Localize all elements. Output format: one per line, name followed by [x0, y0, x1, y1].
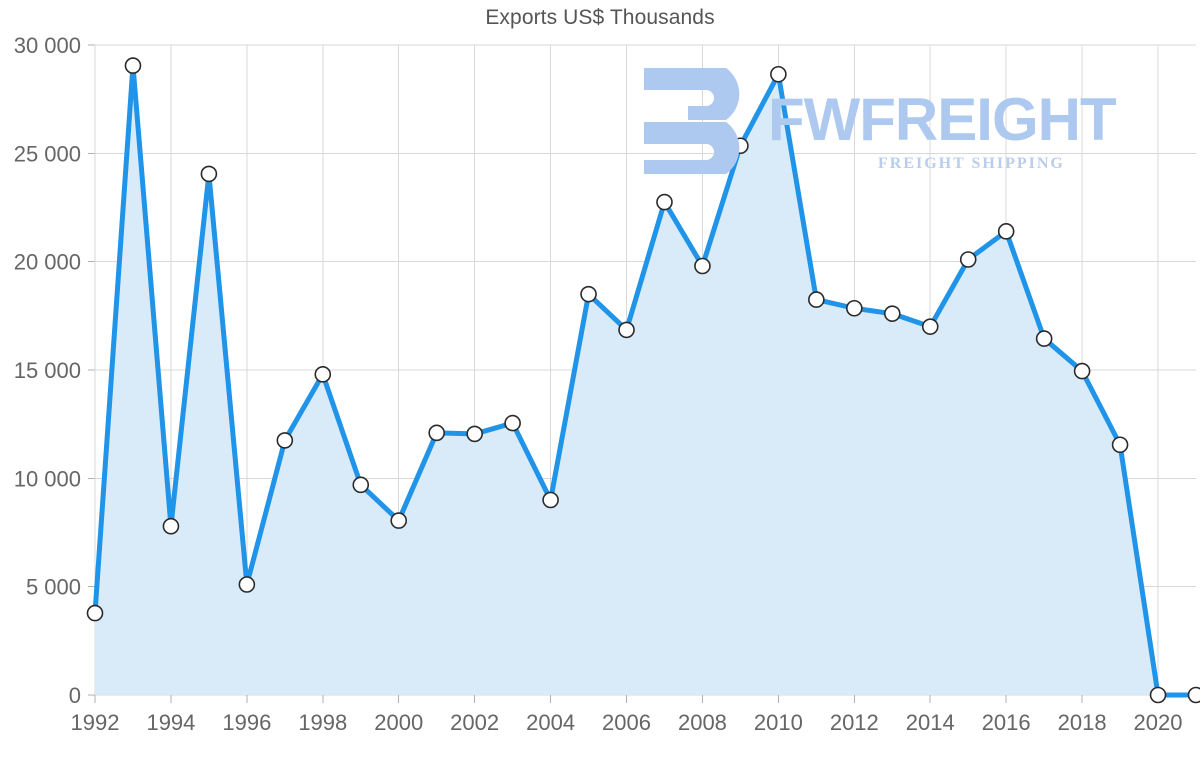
x-axis-tick-label: 2002	[450, 710, 499, 735]
data-point-marker[interactable]: 2012: 17850	[846, 299, 863, 317]
data-point-marker[interactable]: 2005: 18500	[580, 285, 597, 303]
data-point-marker[interactable]: 1999: 9700	[352, 476, 370, 494]
x-axis-tick-label: 2010	[754, 710, 803, 735]
x-axis-tick-label: 1996	[222, 710, 271, 735]
x-axis-tick-label: 1992	[71, 710, 120, 735]
x-axis-tick-label: 2020	[1134, 710, 1183, 735]
data-point-marker[interactable]: 1998: 14800	[314, 366, 332, 383]
data-markers: 1992: 3780 1993: 29050 1994: 7790 1995: 240…	[86, 57, 1200, 704]
data-point-marker[interactable]: 1993: 29050	[124, 57, 142, 74]
data-point-marker[interactable]: 1992: 3780	[86, 604, 104, 622]
y-axis-labels: 0 5 000 10 000 15 000 20 000 25 000 30 000	[14, 33, 81, 708]
data-point-marker[interactable]: 2020: 0	[1149, 686, 1167, 704]
x-axis-tick-label: 2004	[526, 710, 575, 735]
x-axis-tick-label: 2012	[830, 710, 879, 735]
data-point-marker[interactable]: 1995: 24050	[200, 165, 218, 183]
data-point-marker[interactable]: 2015: 20100	[959, 251, 977, 268]
data-point-marker[interactable]: 2013: 17600	[883, 305, 901, 322]
data-point-marker[interactable]: 2000: 8050	[390, 512, 408, 529]
data-point-marker[interactable]: 2001: 12100	[428, 424, 445, 442]
series-line	[92, 63, 1199, 698]
y-axis-tick-label: 20 000	[14, 250, 81, 275]
data-point-marker[interactable]: 2019: 11550	[1111, 436, 1129, 454]
data-point-marker[interactable]: 2011: 18250	[808, 291, 825, 308]
data-point-marker[interactable]: 2002: 12050	[466, 425, 483, 443]
x-axis-tick-label: 2018	[1058, 710, 1107, 735]
data-point-marker[interactable]: 1996: 5100	[238, 576, 256, 593]
y-axis-tick-label: 0	[69, 683, 81, 708]
chart-title: Exports US$ Thousands	[485, 6, 715, 29]
y-axis-tick-label: 15 000	[14, 358, 81, 383]
x-axis-tick-label: 2014	[906, 710, 955, 735]
data-point-marker[interactable]: 2018: 14950	[1073, 362, 1091, 380]
y-axis-tick-label: 5 000	[26, 575, 81, 600]
data-point-marker[interactable]: 2003: 12550	[504, 414, 521, 432]
x-axis-tick-label: 2008	[678, 710, 727, 735]
data-point-marker[interactable]: 2010: 28650	[770, 65, 787, 83]
y-axis-tick-label: 25 000	[14, 141, 81, 166]
x-axis-labels: 1992 1994 1996 1998 2000 2002 2004 2006 2008 2010…	[71, 710, 1183, 735]
data-point-marker[interactable]: 2007: 22750	[656, 193, 673, 211]
data-point-marker[interactable]: 2021: 0	[1187, 686, 1200, 704]
data-point-marker[interactable]: 2004: 9000	[542, 491, 559, 509]
data-point-marker[interactable]: 2009: 25350	[732, 137, 749, 155]
data-point-marker[interactable]: 2016: 21400	[997, 223, 1015, 240]
x-axis-tick-label: 2006	[602, 710, 651, 735]
area-fill	[95, 65, 1196, 695]
y-axis-tick-label: 10 000	[14, 466, 81, 491]
data-point-marker[interactable]: 1994: 7790	[162, 517, 180, 535]
data-point-marker[interactable]: 2008: 19800	[694, 257, 711, 275]
x-axis-tick-label: 1994	[146, 710, 195, 735]
y-axis-tick-label: 30 000	[14, 33, 81, 58]
x-axis-tick-label: 2000	[374, 710, 423, 735]
data-point-marker[interactable]: 2014: 17000	[921, 318, 939, 335]
x-axis-tick-label: 1998	[298, 710, 347, 735]
data-point-marker[interactable]: 2017: 16450	[1035, 330, 1053, 347]
data-point-marker[interactable]: 2006: 16850	[618, 321, 635, 339]
x-axis-tick-label: 2016	[982, 710, 1031, 735]
data-point-marker[interactable]: 1997: 11750	[276, 432, 294, 449]
